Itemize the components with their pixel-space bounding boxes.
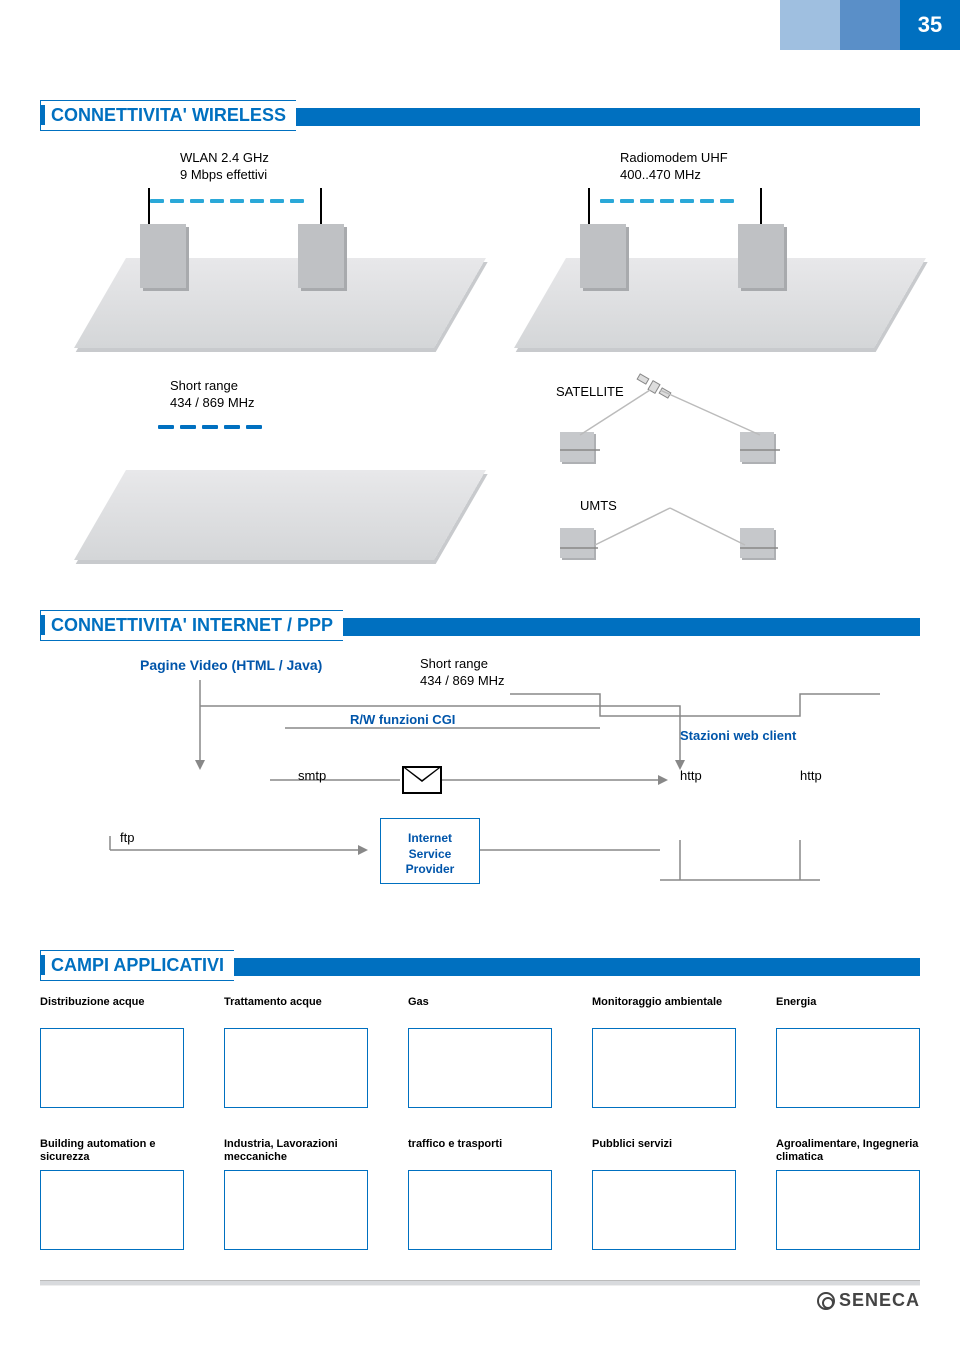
app-box [408,1170,552,1250]
wlan-antenna-right [320,188,322,224]
wlan-line2: 9 Mbps effettivi [180,167,269,184]
brand-ring-icon [817,1292,835,1310]
radio-box-right [738,224,784,288]
top-accent-bar: 35 [780,0,960,50]
app-label: Building automation e sicurezza [40,1138,184,1166]
page-number-box: 35 [900,0,960,50]
app-label: Gas [408,996,552,1024]
radiomodem-line1: Radiomodem UHF [620,150,728,167]
section-internet-title: CONNETTIVITA' INTERNET / PPP [41,615,333,635]
app-box [408,1028,552,1108]
app-item: Gas [408,996,552,1108]
footer-brand: SENECA [40,1290,920,1311]
app-label: traffico e trasporti [408,1138,552,1166]
wlan-box-right [298,224,344,288]
app-box [776,1028,920,1108]
radiomodem-label: Radiomodem UHF 400..470 MHz [620,150,728,184]
app-label: Monitoraggio ambientale [592,996,736,1024]
app-label: Industria, Lavorazioni meccaniche [224,1138,368,1166]
app-box [224,1170,368,1250]
apps-row-1: Distribuzione acque Trattamento acque Ga… [40,996,920,1108]
app-label: Agroalimentare, Ingegneria climatica [776,1138,920,1166]
app-item: Trattamento acque [224,996,368,1108]
shortrange-line1: Short range [170,378,255,395]
shortrange-line2: 434 / 869 MHz [170,395,255,412]
app-label: Energia [776,996,920,1024]
section-internet-header: CONNETTIVITA' INTERNET / PPP [40,610,920,640]
app-item: Pubblici servizi [592,1138,736,1250]
wlan-label: WLAN 2.4 GHz 9 Mbps effettivi [180,150,269,184]
app-box [40,1170,184,1250]
radio-box-left [580,224,626,288]
shortrange-plane [74,470,486,560]
app-label: Pubblici servizi [592,1138,736,1166]
app-box [592,1028,736,1108]
app-label: Distribuzione acque [40,996,184,1024]
app-item: Energia [776,996,920,1108]
envelope-icon [402,766,442,794]
sat-lines [540,380,800,470]
shortrange-dashes [158,416,268,420]
radiomodem-dashes [600,190,740,194]
http2-label: http [800,768,822,785]
smtp-label: smtp [298,768,326,785]
wlan-line1: WLAN 2.4 GHz [180,150,269,167]
app-box [224,1028,368,1108]
app-item: Agroalimentare, Ingegneria climatica [776,1138,920,1250]
app-item: Distribuzione acque [40,996,184,1108]
rw-label: R/W funzioni CGI [350,712,455,729]
stazioni-label: Stazioni web client [680,728,796,745]
isp-box: Internet Service Provider [380,818,480,884]
wlan-box-left [140,224,186,288]
section-apps-header: CAMPI APPLICATIVI [40,950,920,980]
app-item: Monitoraggio ambientale [592,996,736,1108]
radio-antenna-right [760,188,762,224]
apps-grid: Distribuzione acque Trattamento acque Ga… [40,996,920,1250]
http1-label: http [680,768,702,785]
section-apps-title: CAMPI APPLICATIVI [41,955,224,975]
isp-l3: Provider [381,862,479,878]
app-box [776,1170,920,1250]
wlan-plane [74,258,486,348]
section-wireless-header: CONNETTIVITA' WIRELESS [40,100,920,130]
radio-plane [514,258,926,348]
app-item: Building automation e sicurezza [40,1138,184,1250]
accent-square-mid [840,0,900,50]
footer-divider [40,1280,920,1286]
brand-text: SENECA [839,1290,920,1310]
ftp-label: ftp [120,830,134,847]
isp-l1: Internet [381,831,479,847]
app-item: traffico e trasporti [408,1138,552,1250]
page: 35 CONNETTIVITA' WIRELESS WLAN 2.4 GHz 9… [0,0,960,1351]
app-label: Trattamento acque [224,996,368,1024]
radiomodem-line2: 400..470 MHz [620,167,728,184]
section-wireless-title: CONNETTIVITA' WIRELESS [41,105,286,125]
app-box [40,1028,184,1108]
app-item: Industria, Lavorazioni meccaniche [224,1138,368,1250]
wlan-antenna-left [148,188,150,224]
umts-lines [540,490,800,570]
isp-l2: Service [381,847,479,863]
radio-antenna-left [588,188,590,224]
wireless-diagram: WLAN 2.4 GHz 9 Mbps effettivi Radiomodem… [40,150,920,570]
internet-diagram: Pagine Video (HTML / Java) Short range 4… [40,650,920,910]
accent-square-light [780,0,840,50]
internet-routing [40,650,920,910]
apps-row-2: Building automation e sicurezza Industri… [40,1138,920,1250]
shortrange-label: Short range 434 / 869 MHz [170,378,255,412]
wlan-dashes [150,190,310,194]
app-box [592,1170,736,1250]
